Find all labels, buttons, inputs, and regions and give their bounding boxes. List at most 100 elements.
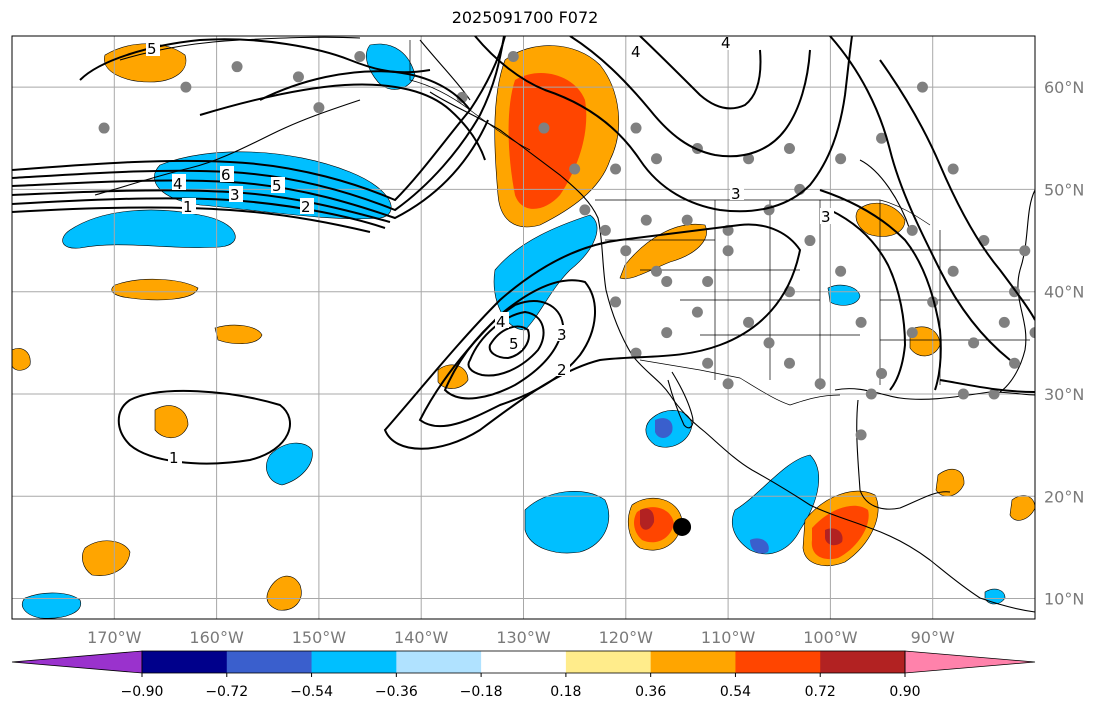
station-dot (395, 20, 406, 31)
lon-tick-label: 100°W (803, 628, 858, 647)
station-markers (98, 20, 1035, 441)
station-dot (650, 265, 662, 277)
station-dot (1019, 245, 1031, 257)
station-dot (998, 316, 1010, 328)
contour-label-3-north: 3 (731, 185, 741, 203)
lat-tick-label: 10°N (1044, 590, 1084, 609)
station-dot (599, 224, 611, 236)
station-dot (231, 61, 243, 73)
contours (12, 36, 1035, 465)
red-anomaly-alaska (508, 72, 587, 209)
colorbar-segment (142, 651, 228, 673)
colorbar-label: −0.18 (460, 684, 503, 700)
colorbar-label: 0.36 (635, 684, 666, 700)
colorbar-label: 0.72 (805, 684, 836, 700)
contour-labels: 6 4 5 3 1 2 1 2 3 4 5 3 4 4 (146, 36, 834, 467)
orange-anomaly-bering (104, 43, 187, 83)
station-dot (906, 224, 918, 236)
station-dot (456, 91, 468, 103)
station-dot (947, 265, 959, 277)
blue-anomaly-hawaii (266, 442, 313, 486)
colorbar-extend-low (11, 650, 143, 674)
lon-tick-label: 90°W (911, 628, 955, 647)
blue-anomaly-south-pacific (21, 592, 82, 619)
station-dot (804, 235, 816, 247)
lat-tick-label: 40°N (1044, 283, 1084, 302)
contour-high-north-3 (639, 36, 762, 110)
orange-anomaly-caribbean (935, 468, 965, 497)
coastline-hudson (859, 159, 911, 231)
station-dot (876, 132, 888, 144)
station-dot (681, 214, 693, 226)
colorbar-segment (735, 651, 821, 673)
station-dot (783, 143, 795, 155)
station-dot (507, 50, 519, 62)
colorbar-extend-high (904, 650, 1036, 674)
colorbar-segment (311, 651, 397, 673)
colorbar-label: 0.54 (720, 684, 751, 700)
station-dot (855, 316, 867, 328)
blue-anomaly-core-1 (655, 418, 673, 438)
contour-east-5 (939, 379, 1035, 393)
contour-label-5-bering: 5 (147, 40, 157, 58)
contour-label-2: 2 (301, 198, 311, 216)
station-dot (620, 245, 632, 257)
contour-high-north-1 (474, 36, 853, 213)
station-dot (702, 275, 714, 287)
contour-line-2 (12, 36, 505, 212)
station-dot (569, 163, 581, 175)
orange-anomaly-west-edge (12, 348, 31, 371)
colorbar-label: 0.90 (889, 684, 920, 700)
coastline-baja (667, 371, 694, 429)
lon-tick-label: 170°W (87, 628, 142, 647)
station-dot (98, 122, 110, 134)
orange-anomaly-offshore (437, 364, 469, 389)
station-dot (313, 102, 325, 114)
contour-line-1 (12, 36, 506, 202)
colorbar-label: −0.36 (375, 684, 418, 700)
station-dot (610, 296, 622, 308)
colorbar-label: −0.54 (290, 684, 333, 700)
blue-anomaly-central-america (984, 588, 1006, 605)
contour-low-inner-1 (443, 300, 565, 400)
colorbar-segment (396, 651, 482, 673)
colorbar: −0.90 −0.72 −0.54 −0.36 −0.18 0.18 0.36 0.54 0.7… (11, 650, 1036, 700)
lon-tick-label: 120°W (599, 628, 654, 647)
station-dot (610, 163, 622, 175)
blue-anomaly-mexico-west (731, 454, 820, 555)
colorbar-outline (141, 650, 906, 674)
contour-label-3: 3 (230, 186, 240, 204)
contour-label-2-low: 2 (557, 361, 567, 379)
contour-label-4-low: 4 (496, 313, 506, 331)
station-dot (354, 50, 366, 62)
station-dot (855, 429, 867, 441)
lon-tick-label: 160°W (189, 628, 244, 647)
coastline-east (999, 189, 1035, 393)
contour-label-3-east: 3 (821, 208, 831, 226)
station-dot (978, 235, 990, 247)
coastline-north-america-west (429, 91, 1035, 613)
contour-label-4: 4 (173, 175, 183, 193)
contour-label-6: 6 (221, 166, 231, 184)
colorbar-segment (481, 651, 567, 673)
blue-anomaly-gulf-small (827, 284, 861, 306)
station-dot (661, 275, 673, 287)
station-dot (906, 327, 918, 339)
longitude-tick-labels: 170°W 160°W 150°W 140°W 130°W 120°W 110°W 100°W… (87, 628, 955, 647)
lon-tick-label: 140°W (394, 628, 449, 647)
lon-tick-label: 110°W (701, 628, 756, 647)
contour-label-4-north: 4 (631, 43, 641, 61)
colorbar-segment (565, 651, 652, 673)
lat-tick-label: 60°N (1044, 78, 1084, 97)
station-dot (957, 388, 969, 400)
contour-label-1: 1 (183, 198, 193, 216)
contour-east-4 (879, 59, 1035, 321)
colorbar-segment (820, 651, 906, 673)
station-dot (661, 327, 673, 339)
orange-anomaly-small-1 (214, 324, 263, 344)
station-dot (640, 214, 652, 226)
station-dot (783, 357, 795, 369)
orange-anomaly-south-central (266, 575, 302, 611)
contour-line-3 (12, 119, 489, 220)
contour-ring-1 (117, 389, 291, 465)
